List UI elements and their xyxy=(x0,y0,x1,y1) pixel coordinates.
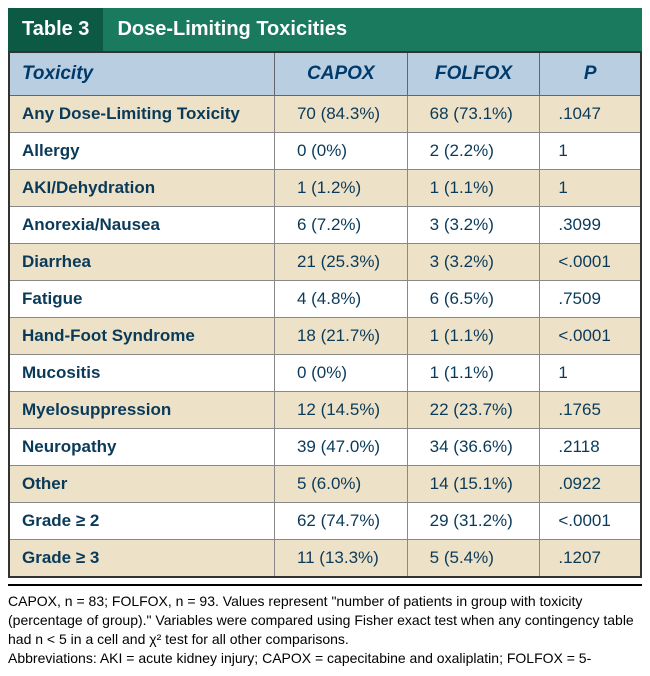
col-capox: CAPOX xyxy=(274,52,407,96)
cell-p: .0922 xyxy=(540,466,641,503)
cell-label: Mucositis xyxy=(9,355,274,392)
cell-capox: 18 (21.7%) xyxy=(274,318,407,355)
cell-p: .1765 xyxy=(540,392,641,429)
table-title: Dose-Limiting Toxicities xyxy=(103,8,361,51)
table-number: Table 3 xyxy=(8,8,103,51)
cell-capox: 21 (25.3%) xyxy=(274,244,407,281)
cell-p: .7509 xyxy=(540,281,641,318)
table-row: Diarrhea21 (25.3%)3 (3.2%)<.0001 xyxy=(9,244,641,281)
cell-folfox: 14 (15.1%) xyxy=(407,466,540,503)
cell-capox: 0 (0%) xyxy=(274,355,407,392)
cell-capox: 1 (1.2%) xyxy=(274,170,407,207)
cell-label: Grade ≥ 3 xyxy=(9,540,274,578)
cell-folfox: 1 (1.1%) xyxy=(407,170,540,207)
footnote: CAPOX, n = 83; FOLFOX, n = 93. Values re… xyxy=(8,584,642,668)
table-row: Neuropathy39 (47.0%)34 (36.6%).2118 xyxy=(9,429,641,466)
table-body: Any Dose-Limiting Toxicity70 (84.3%)68 (… xyxy=(9,96,641,578)
table-row: Grade ≥ 311 (13.3%)5 (5.4%).1207 xyxy=(9,540,641,578)
cell-folfox: 2 (2.2%) xyxy=(407,133,540,170)
cell-capox: 70 (84.3%) xyxy=(274,96,407,133)
cell-p: <.0001 xyxy=(540,318,641,355)
cell-p: 1 xyxy=(540,170,641,207)
cell-p: .3099 xyxy=(540,207,641,244)
cell-folfox: 3 (3.2%) xyxy=(407,244,540,281)
cell-label: Grade ≥ 2 xyxy=(9,503,274,540)
table-row: Grade ≥ 262 (74.7%)29 (31.2%)<.0001 xyxy=(9,503,641,540)
table-row: Fatigue4 (4.8%)6 (6.5%).7509 xyxy=(9,281,641,318)
cell-label: AKI/Dehydration xyxy=(9,170,274,207)
table-row: Allergy0 (0%)2 (2.2%)1 xyxy=(9,133,641,170)
cell-label: Myelosuppression xyxy=(9,392,274,429)
cell-p: <.0001 xyxy=(540,244,641,281)
table-row: Any Dose-Limiting Toxicity70 (84.3%)68 (… xyxy=(9,96,641,133)
cell-folfox: 5 (5.4%) xyxy=(407,540,540,578)
table-row: AKI/Dehydration1 (1.2%)1 (1.1%)1 xyxy=(9,170,641,207)
footnote-line1: CAPOX, n = 83; FOLFOX, n = 93. Values re… xyxy=(8,593,634,647)
cell-capox: 12 (14.5%) xyxy=(274,392,407,429)
cell-capox: 62 (74.7%) xyxy=(274,503,407,540)
cell-label: Neuropathy xyxy=(9,429,274,466)
table-head-row: Toxicity CAPOX FOLFOX P xyxy=(9,52,641,96)
cell-folfox: 1 (1.1%) xyxy=(407,355,540,392)
cell-label: Other xyxy=(9,466,274,503)
cell-capox: 4 (4.8%) xyxy=(274,281,407,318)
cell-folfox: 22 (23.7%) xyxy=(407,392,540,429)
cell-p: <.0001 xyxy=(540,503,641,540)
cell-p: 1 xyxy=(540,355,641,392)
cell-label: Anorexia/Nausea xyxy=(9,207,274,244)
cell-p: 1 xyxy=(540,133,641,170)
cell-capox: 0 (0%) xyxy=(274,133,407,170)
col-p: P xyxy=(540,52,641,96)
toxicity-table: Toxicity CAPOX FOLFOX P Any Dose-Limitin… xyxy=(8,51,642,578)
cell-capox: 5 (6.0%) xyxy=(274,466,407,503)
cell-p: .1047 xyxy=(540,96,641,133)
col-folfox: FOLFOX xyxy=(407,52,540,96)
table-row: Hand-Foot Syndrome18 (21.7%)1 (1.1%)<.00… xyxy=(9,318,641,355)
col-toxicity: Toxicity xyxy=(9,52,274,96)
cell-capox: 39 (47.0%) xyxy=(274,429,407,466)
table-row: Other5 (6.0%)14 (15.1%).0922 xyxy=(9,466,641,503)
table-row: Myelosuppression12 (14.5%)22 (23.7%).176… xyxy=(9,392,641,429)
footnote-line2: Abbreviations: AKI = acute kidney injury… xyxy=(8,650,591,666)
cell-label: Diarrhea xyxy=(9,244,274,281)
table-row: Mucositis0 (0%)1 (1.1%)1 xyxy=(9,355,641,392)
cell-capox: 11 (13.3%) xyxy=(274,540,407,578)
cell-capox: 6 (7.2%) xyxy=(274,207,407,244)
cell-label: Any Dose-Limiting Toxicity xyxy=(9,96,274,133)
cell-label: Fatigue xyxy=(9,281,274,318)
cell-folfox: 3 (3.2%) xyxy=(407,207,540,244)
cell-p: .2118 xyxy=(540,429,641,466)
cell-label: Allergy xyxy=(9,133,274,170)
cell-folfox: 68 (73.1%) xyxy=(407,96,540,133)
cell-folfox: 29 (31.2%) xyxy=(407,503,540,540)
table-row: Anorexia/Nausea6 (7.2%)3 (3.2%).3099 xyxy=(9,207,641,244)
table-header: Table 3 Dose-Limiting Toxicities xyxy=(8,8,642,51)
cell-p: .1207 xyxy=(540,540,641,578)
cell-folfox: 6 (6.5%) xyxy=(407,281,540,318)
cell-label: Hand-Foot Syndrome xyxy=(9,318,274,355)
cell-folfox: 1 (1.1%) xyxy=(407,318,540,355)
cell-folfox: 34 (36.6%) xyxy=(407,429,540,466)
